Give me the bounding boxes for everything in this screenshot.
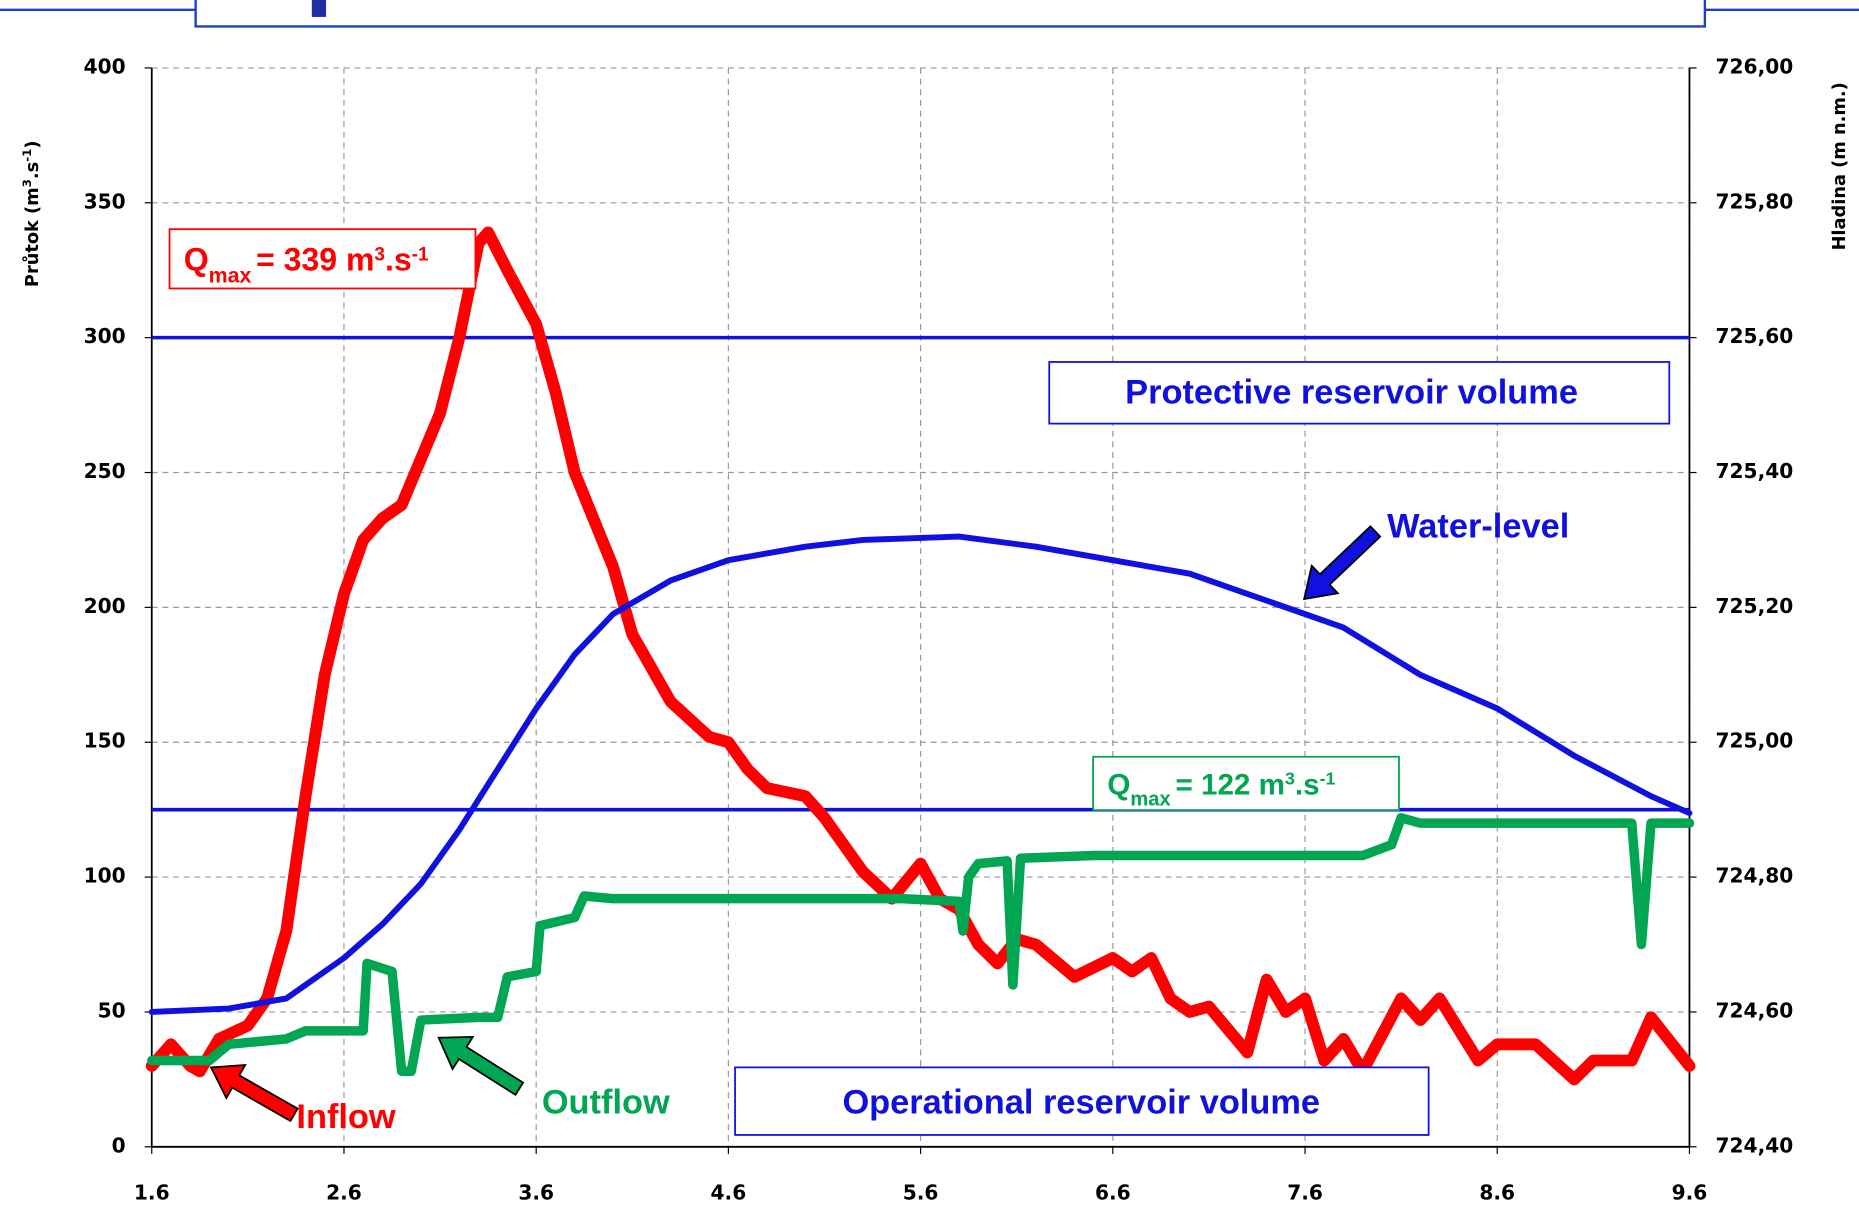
y-tick-label: 400 bbox=[84, 54, 126, 78]
y-axis-label: Průtok (m3.s-1) bbox=[20, 140, 43, 287]
x-tick-label: 4.6 bbox=[711, 1181, 747, 1205]
arrow bbox=[1302, 525, 1382, 601]
annotation-box bbox=[1092, 755, 1400, 811]
annotation-box bbox=[734, 1066, 1430, 1136]
annotation-part: .s bbox=[1295, 769, 1320, 802]
y-tick-label: 350 bbox=[84, 189, 126, 213]
annotation: Operational reservoir volume bbox=[842, 1084, 1320, 1122]
series-label: Inflow bbox=[296, 1098, 396, 1136]
annotation: Qmax = 339 m3.s-1 bbox=[184, 242, 429, 288]
x-tick-label: 6.6 bbox=[1095, 1181, 1131, 1205]
annotation-part: 3 bbox=[1285, 769, 1295, 789]
y2-tick-label: 725,00 bbox=[1716, 729, 1794, 753]
annotation-part: = 122 m bbox=[1175, 769, 1285, 802]
grid: 0 50 100 150 200 250 300 350 400 724,40 724,60 724,… bbox=[84, 54, 1794, 1204]
y-tick-label: 200 bbox=[84, 594, 126, 618]
y-tick-label: 150 bbox=[84, 729, 126, 753]
annotation: Qmax = 122 m3.s-1 bbox=[1107, 769, 1335, 811]
title-fragment bbox=[311, 0, 327, 17]
annotation-part: 3 bbox=[374, 244, 385, 265]
annotation-part: max bbox=[1130, 789, 1171, 811]
y-tick-label: 50 bbox=[98, 998, 126, 1022]
x-tick-label: 1.6 bbox=[134, 1181, 170, 1205]
label-part: 3 bbox=[20, 179, 34, 187]
label-part: ) bbox=[22, 140, 43, 148]
annotation-part: Q bbox=[184, 242, 209, 278]
series-line bbox=[145, 226, 1696, 1086]
y-tick-label: 100 bbox=[84, 864, 126, 888]
series-line bbox=[147, 813, 1695, 1077]
annotation-part: = 339 m bbox=[256, 242, 374, 278]
x-tick-label: 8.6 bbox=[1479, 1181, 1515, 1205]
y2-tick-label: 725,60 bbox=[1716, 324, 1794, 348]
y-tick-label: 0 bbox=[112, 1133, 126, 1157]
y2-tick-label: 724,40 bbox=[1716, 1133, 1794, 1157]
x-tick-label: 9.6 bbox=[1672, 1181, 1708, 1205]
x-tick-label: 2.6 bbox=[326, 1181, 362, 1205]
annotation-part: .s bbox=[385, 242, 412, 278]
annotation: Protective reservoir volume bbox=[1125, 373, 1578, 411]
annotations: Qmax = 339 m3.s-1 Qmax = 122 m3.s-1 Protec… bbox=[168, 228, 1671, 1136]
annotation-box bbox=[168, 228, 477, 290]
arrow bbox=[437, 1035, 525, 1096]
x-tick-label: 7.6 bbox=[1287, 1181, 1323, 1205]
label-part: Průtok (m bbox=[21, 187, 43, 287]
y2-tick-label: 725,40 bbox=[1716, 459, 1794, 483]
y-tick-label: 300 bbox=[84, 324, 126, 348]
label-part: -1 bbox=[20, 149, 34, 162]
x-tick-label: 5.6 bbox=[903, 1181, 939, 1205]
series-label: Outflow bbox=[542, 1084, 670, 1122]
annotation-part: -1 bbox=[1320, 769, 1336, 789]
arrow bbox=[209, 1064, 299, 1123]
y2-axis-label: Hladina (m n.m.) bbox=[1829, 82, 1850, 250]
y2-tick-label: 725,80 bbox=[1716, 189, 1794, 213]
annotation-part: -1 bbox=[412, 244, 429, 265]
annotation-box bbox=[1048, 361, 1671, 425]
x-tick-label: 3.6 bbox=[518, 1181, 554, 1205]
title-frame bbox=[194, 0, 1707, 28]
y2-tick-label: 725,20 bbox=[1716, 594, 1794, 618]
marks bbox=[145, 226, 1696, 1086]
y2-tick-label: 726,00 bbox=[1716, 54, 1794, 78]
y2-tick-label: 724,80 bbox=[1716, 864, 1794, 888]
y2-tick-label: 724,60 bbox=[1716, 998, 1794, 1022]
label-part: .s bbox=[22, 162, 43, 179]
y-tick-label: 250 bbox=[84, 459, 126, 483]
series-line bbox=[148, 533, 1693, 1015]
series-label: Water-level bbox=[1387, 507, 1569, 545]
annotation-part: max bbox=[209, 264, 252, 288]
annotation-part: Q bbox=[1107, 769, 1130, 802]
